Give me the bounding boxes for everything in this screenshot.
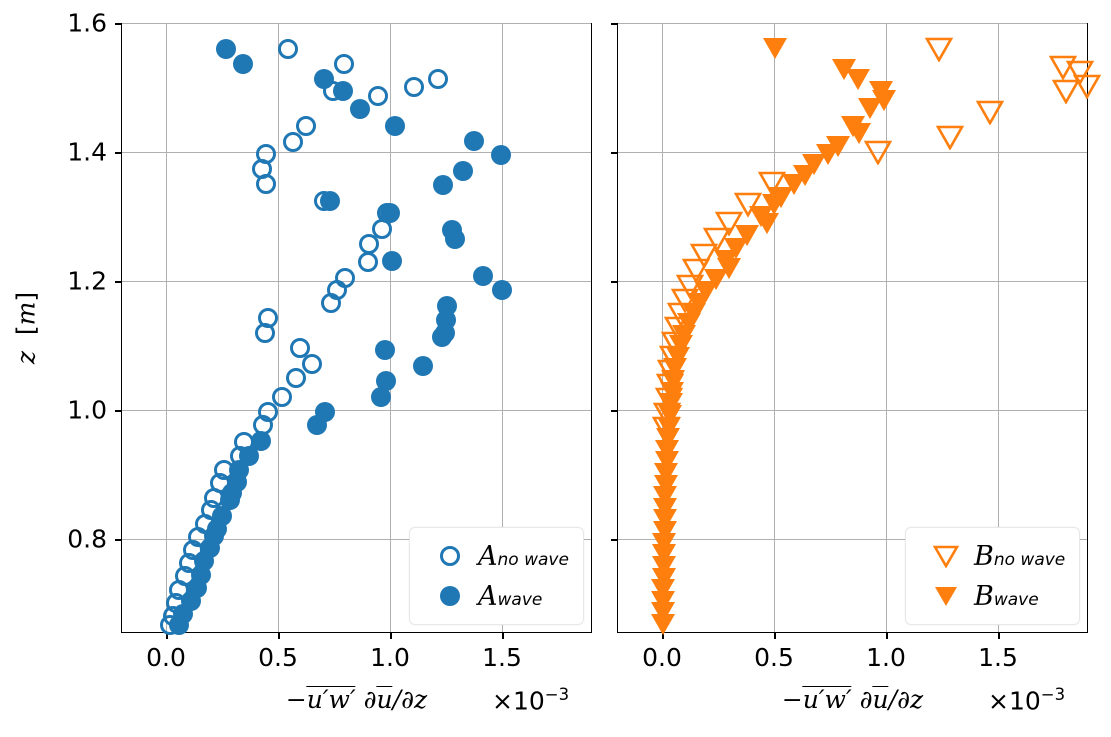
yticklabel-0.8: 0.8	[67, 524, 107, 554]
xtick-left-1.0	[390, 633, 392, 639]
legend-left[interactable]: Ano wave Awave	[409, 527, 584, 625]
legend-marker-triangle-down-filled-icon	[918, 584, 974, 608]
gridline-vertical-right-1.0	[886, 24, 887, 632]
gridline-horizontal-left-1.2	[122, 281, 591, 282]
ytick-right-0.8	[611, 539, 617, 541]
yticklabel-1.4: 1.4	[67, 137, 107, 167]
yticklabel-1.0: 1.0	[67, 395, 107, 425]
gridline-vertical-right-0.5	[774, 24, 775, 632]
xticklabel-right-0.0: 0.0	[642, 643, 682, 672]
xtick-left-0.0	[166, 633, 168, 639]
ytick-left-1.0	[115, 410, 121, 412]
xtick-right-1.0	[886, 633, 888, 639]
xticklabel-left-1.5: 1.5	[482, 643, 522, 672]
xticklabel-left-0.5: 0.5	[258, 643, 298, 672]
yticklabel-1.6: 1.6	[67, 8, 107, 38]
ytick-left-1.6	[115, 23, 121, 25]
ytick-left-0.8	[115, 539, 121, 541]
gridline-vertical-right-0.0	[662, 24, 663, 632]
ytick-right-1.4	[611, 152, 617, 154]
yticklabel-1.2: 1.2	[67, 266, 107, 296]
xtick-right-1.5	[998, 633, 1000, 639]
xticklabel-left-1.0: 1.0	[370, 643, 410, 672]
gridline-vertical-left-0.5	[278, 24, 279, 632]
legend-right[interactable]: Bno wave Bwave	[905, 527, 1081, 625]
ytick-right-1.2	[611, 281, 617, 283]
gridline-vertical-left-1.0	[390, 24, 391, 632]
xtick-right-0.0	[662, 633, 664, 639]
xticklabel-right-1.5: 1.5	[978, 643, 1018, 672]
gridline-horizontal-left-1.4	[122, 152, 591, 153]
gridline-horizontal-left-1.0	[122, 410, 591, 411]
legend-entry-B_no wave[interactable]: Bno wave	[918, 536, 1065, 576]
gridline-horizontal-left-0.8	[122, 539, 591, 540]
gridline-vertical-left-0.0	[166, 24, 167, 632]
x-axis-offset-text-left: ×10−3	[492, 685, 570, 716]
gridline-horizontal-right-1.6	[618, 23, 1087, 24]
ytick-right-1.6	[611, 23, 617, 25]
gridline-horizontal-right-1.4	[618, 152, 1087, 153]
x-axis-offset-text-right: ×10−3	[988, 685, 1066, 716]
legend-entry-A_wave[interactable]: Awave	[422, 576, 569, 616]
legend-label-B_no wave: Bno wave	[974, 540, 1066, 572]
legend-marker-circle-filled-icon	[422, 586, 478, 606]
ytick-left-1.2	[115, 281, 121, 283]
legend-label-A_wave: Awave	[478, 580, 543, 612]
xtick-left-1.5	[502, 633, 504, 639]
gridline-horizontal-right-0.8	[618, 539, 1087, 540]
gridline-horizontal-left-1.6	[122, 23, 591, 24]
legend-entry-A_no wave[interactable]: Ano wave	[422, 536, 569, 576]
xticklabel-left-0.0: 0.0	[146, 643, 186, 672]
xticklabel-right-1.0: 1.0	[866, 643, 906, 672]
gridline-horizontal-right-1.0	[618, 410, 1087, 411]
gridline-vertical-left-1.5	[502, 24, 503, 632]
y-axis-label-var: z	[11, 350, 41, 365]
y-axis-label: z [m]	[12, 292, 41, 364]
gridline-horizontal-right-1.2	[618, 281, 1087, 282]
legend-entry-B_wave[interactable]: Bwave	[918, 576, 1065, 616]
legend-label-B_wave: Bwave	[974, 580, 1039, 612]
ytick-left-1.4	[115, 152, 121, 154]
legend-marker-circle-open-icon	[422, 546, 478, 566]
x-axis-label-left: −u′w′ ∂u/∂z	[285, 685, 428, 714]
y-axis-label-unit: [m]	[11, 291, 41, 344]
legend-marker-triangle-down-open-icon	[918, 544, 974, 568]
legend-label-A_no wave: Ano wave	[478, 540, 569, 572]
xticklabel-right-0.5: 0.5	[754, 643, 794, 672]
xtick-left-0.5	[278, 633, 280, 639]
gridline-vertical-right-1.5	[998, 24, 999, 632]
xtick-right-0.5	[774, 633, 776, 639]
x-axis-label-right: −u′w′ ∂u/∂z	[781, 685, 924, 714]
ytick-right-1.0	[611, 410, 617, 412]
